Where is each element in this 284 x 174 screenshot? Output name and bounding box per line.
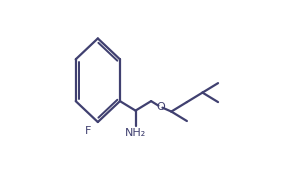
Text: NH₂: NH₂ <box>125 128 146 137</box>
Text: O: O <box>156 102 165 112</box>
Text: F: F <box>85 126 92 136</box>
